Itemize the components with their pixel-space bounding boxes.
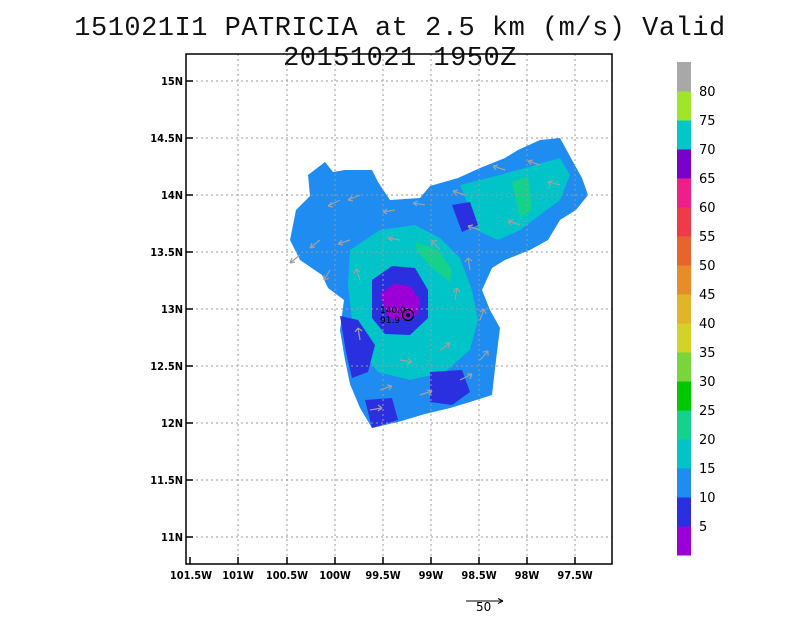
- colorbar-swatch: [677, 323, 691, 353]
- colorbar-swatch: [677, 62, 691, 92]
- plot-frame: [185, 53, 613, 565]
- wind-field: [290, 138, 588, 428]
- colorbar-swatch: [677, 120, 691, 150]
- colorbar-label: 50: [699, 259, 716, 274]
- storm-label-line1: 140.0: [380, 306, 406, 316]
- lat-label: 14N: [161, 189, 183, 202]
- colorbar: 5 10 15 20 25 30 35 40 45 50 55 60 65 70 75 80: [677, 62, 716, 556]
- colorbar-label: 15: [699, 462, 716, 477]
- colorbar-label: 35: [699, 346, 716, 361]
- lat-label: 11N: [161, 531, 183, 544]
- colorbar-swatch: [677, 207, 691, 237]
- colorbar-swatch: [677, 178, 691, 208]
- storm-center-marker: 140.0 91.9: [380, 306, 415, 326]
- lon-label: 101.5W: [170, 569, 212, 582]
- grid-lines: [186, 54, 612, 564]
- lon-axis-labels: 101.5W 101W 100.5W 100W 99.5W 99W 98.5W …: [170, 569, 593, 582]
- reference-vector-label: 50: [476, 600, 492, 614]
- colorbar-swatch: [677, 236, 691, 266]
- storm-label-line2: 91.9: [380, 316, 400, 326]
- plot-title: 151021I1 PATRICIA at 2.5 km (m/s) Valid …: [74, 14, 726, 74]
- reference-vector-arrow: [466, 598, 504, 604]
- colorbar-label: 75: [699, 114, 716, 129]
- lat-label: 12N: [161, 417, 183, 430]
- colorbar-swatch: [677, 294, 691, 324]
- lon-label: 100W: [319, 569, 351, 582]
- colorbar-swatch: [677, 526, 691, 556]
- colorbar-swatch: [677, 265, 691, 295]
- colorbar-label: 20: [699, 433, 716, 448]
- colorbar-label: 65: [699, 172, 716, 187]
- lat-label: 13N: [161, 303, 183, 316]
- colorbar-label: 10: [699, 491, 716, 506]
- colorbar-label: 40: [699, 317, 716, 332]
- colorbar-swatch: [677, 468, 691, 498]
- colorbar-swatch: [677, 381, 691, 411]
- colorbar-swatch: [677, 149, 691, 179]
- lat-axis-labels: 15N 14.5N 14N 13.5N 13N 12.5N 12N 11.5N …: [150, 75, 183, 544]
- colorbar-label: 30: [699, 375, 716, 390]
- lat-label: 15N: [161, 75, 183, 88]
- lon-label: 101W: [222, 569, 254, 582]
- colorbar-label: 70: [699, 143, 716, 158]
- lat-label: 14.5N: [150, 132, 183, 145]
- colorbar-label: 55: [699, 230, 716, 245]
- lat-label: 12.5N: [150, 360, 183, 373]
- colorbar-swatch: [677, 91, 691, 121]
- lon-label: 100.5W: [266, 569, 308, 582]
- lon-label: 98W: [515, 569, 540, 582]
- lat-label: 11.5N: [150, 474, 183, 487]
- colorbar-label: 5: [699, 520, 707, 535]
- colorbar-swatch: [677, 497, 691, 527]
- lat-label: 13.5N: [150, 246, 183, 259]
- colorbar-label: 45: [699, 288, 716, 303]
- lon-label: 99W: [419, 569, 444, 582]
- colorbar-label: 60: [699, 201, 716, 216]
- lon-label: 98.5W: [461, 569, 496, 582]
- wind-vectors: [289, 159, 561, 412]
- colorbar-label: 25: [699, 404, 716, 419]
- lon-label: 97.5W: [557, 569, 592, 582]
- colorbar-swatch: [677, 439, 691, 469]
- colorbar-swatch: [677, 410, 691, 440]
- lon-label: 99.5W: [365, 569, 400, 582]
- colorbar-label: 80: [699, 85, 716, 100]
- colorbar-swatch: [677, 352, 691, 382]
